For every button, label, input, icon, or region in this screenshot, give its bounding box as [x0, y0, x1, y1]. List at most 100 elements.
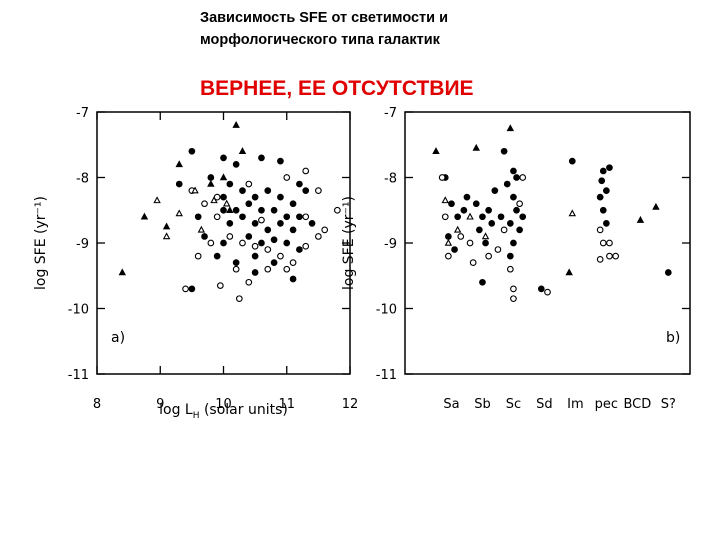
- scatter-points: [118, 120, 341, 303]
- y-tick-label: -7: [76, 106, 89, 121]
- point: [226, 233, 234, 240]
- point: [510, 167, 517, 175]
- point: [513, 206, 520, 214]
- point: [283, 265, 291, 273]
- point: [479, 213, 486, 221]
- point: [302, 213, 310, 221]
- point: [289, 200, 297, 208]
- point: [232, 259, 240, 267]
- point: [191, 186, 199, 194]
- point: [454, 213, 462, 221]
- point: [438, 174, 446, 181]
- y-axis-label: log SFE (yr⁻¹): [341, 196, 357, 290]
- point: [162, 232, 171, 240]
- point: [175, 160, 183, 168]
- point: [302, 242, 310, 250]
- point: [258, 206, 265, 214]
- point: [220, 239, 227, 247]
- point: [188, 285, 196, 293]
- point: [510, 239, 517, 247]
- point: [194, 252, 202, 260]
- point: [162, 222, 171, 230]
- x-tick-label: 9: [156, 397, 164, 412]
- x-tick-label: BCD: [623, 397, 651, 412]
- point: [334, 206, 341, 214]
- point: [506, 220, 514, 227]
- point: [506, 265, 514, 273]
- point: [482, 239, 489, 247]
- point: [457, 233, 465, 240]
- point: [235, 295, 243, 303]
- y-tick-label: -8: [384, 172, 397, 187]
- point: [251, 220, 259, 227]
- point: [210, 196, 218, 204]
- point: [596, 193, 604, 201]
- point: [606, 164, 613, 172]
- point: [603, 187, 610, 194]
- point: [469, 259, 477, 267]
- point: [201, 233, 208, 240]
- point: [258, 216, 265, 224]
- point: [264, 187, 272, 194]
- point: [472, 200, 480, 208]
- y-tick-label: -11: [68, 368, 89, 383]
- point: [289, 226, 297, 234]
- point: [207, 179, 215, 187]
- point: [453, 225, 462, 233]
- point: [479, 278, 486, 286]
- point: [216, 282, 224, 289]
- point: [510, 285, 517, 293]
- point: [197, 225, 206, 233]
- point: [441, 213, 449, 221]
- point: [466, 239, 474, 247]
- point: [232, 265, 240, 273]
- point: [516, 226, 523, 234]
- scatter-points: [432, 124, 672, 303]
- point: [238, 147, 247, 155]
- point: [296, 246, 303, 253]
- y-tick-label: -9: [76, 237, 89, 252]
- point: [201, 200, 208, 208]
- point: [270, 206, 278, 214]
- point: [652, 202, 660, 210]
- point: [283, 239, 291, 247]
- point: [226, 220, 234, 227]
- point: [612, 252, 620, 260]
- point: [222, 199, 231, 207]
- point: [500, 226, 508, 234]
- point: [506, 124, 515, 132]
- point: [519, 174, 527, 181]
- point: [175, 180, 183, 188]
- point: [251, 193, 259, 201]
- plots: -11 -10 -9 -8 -7 8 9 10 11 12 log SFE (yr⁻¹) log LH…: [33, 106, 691, 421]
- point: [321, 226, 329, 234]
- point: [308, 220, 316, 227]
- point: [226, 180, 234, 188]
- point: [302, 167, 310, 175]
- x-tick-label: Im: [567, 397, 584, 412]
- point: [251, 242, 259, 250]
- point: [258, 154, 265, 162]
- point: [245, 233, 253, 240]
- point: [599, 206, 607, 214]
- point: [664, 269, 672, 276]
- x-tick-label: 10: [215, 397, 232, 412]
- point: [513, 174, 520, 181]
- point: [315, 187, 322, 194]
- point: [445, 252, 452, 260]
- subtitle: ВЕРНЕЕ, ЕЕ ОТСУТСТВИЕ: [200, 77, 474, 100]
- point: [270, 259, 278, 267]
- x-axis-label-part: (solar units): [200, 402, 288, 418]
- point: [485, 206, 492, 214]
- point: [315, 233, 322, 240]
- point: [606, 239, 613, 247]
- panel-label: b): [666, 330, 680, 346]
- point: [258, 239, 265, 247]
- point: [302, 187, 310, 194]
- point: [270, 236, 278, 244]
- point: [460, 206, 468, 214]
- point: [599, 239, 607, 247]
- point: [175, 209, 183, 217]
